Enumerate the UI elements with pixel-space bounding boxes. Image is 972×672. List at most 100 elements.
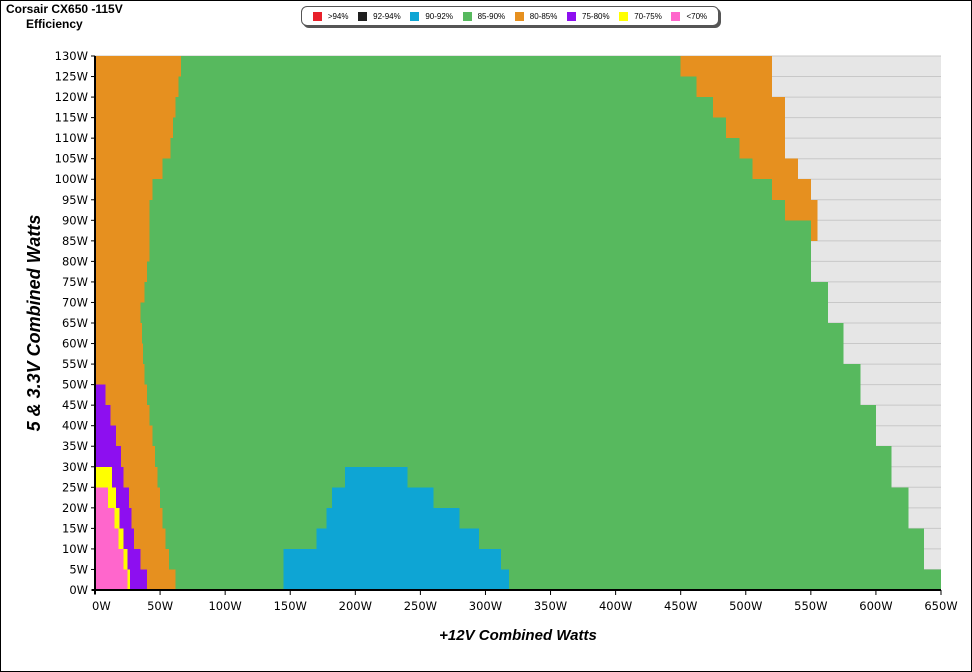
y-tick-label: 100W (55, 172, 88, 186)
title-line-2: Efficiency (26, 17, 83, 31)
y-tick-label: 35W (62, 439, 88, 453)
heatmap-cell (95, 240, 150, 262)
heatmap-cell (95, 281, 145, 303)
legend-item: 90-92% (410, 11, 453, 21)
x-tick-label: 250W (404, 599, 437, 613)
heatmap-cell (165, 528, 317, 549)
legend-label: 80-85% (529, 11, 558, 21)
x-tick-label: 400W (599, 599, 632, 613)
x-tick-label: 150W (274, 599, 307, 613)
legend-label: >94% (327, 11, 349, 21)
x-tick-label: 500W (729, 599, 762, 613)
legend-label: 85-90% (477, 11, 506, 21)
heatmap-cell (178, 76, 697, 98)
heatmap-cell (144, 281, 828, 303)
heatmap-cell (752, 158, 798, 180)
legend: >94% 92-94% 90-92% 85-90% 80-85% 75-80% … (301, 6, 719, 26)
heatmap-cell (123, 528, 135, 549)
legend-item: 92-94% (358, 11, 401, 21)
x-tick-label: 200W (339, 599, 372, 613)
heatmap-cell (95, 425, 116, 447)
x-tick-label: 300W (469, 599, 502, 613)
heatmap-cell (316, 528, 479, 549)
x-tick-label: 550W (794, 599, 827, 613)
heatmap-cell (123, 466, 158, 488)
heatmap-cell (110, 405, 150, 426)
y-tick-label: 80W (62, 254, 88, 268)
legend-item: 85-90% (462, 11, 506, 21)
heatmap-cell (459, 507, 909, 529)
heatmap-cell (95, 220, 150, 241)
heatmap-cell (149, 199, 785, 221)
heatmap-cell (147, 569, 176, 590)
heatmap-cell (119, 507, 132, 529)
heatmap-cell (115, 487, 129, 508)
heatmap-cell (95, 323, 142, 344)
heatmap-cell (95, 569, 128, 590)
heatmap-cell (508, 569, 941, 590)
x-tick-label: 50W (147, 599, 173, 613)
heatmap-cell (111, 466, 124, 488)
y-tick-label: 45W (62, 398, 88, 412)
legend-swatch (619, 11, 629, 21)
heatmap-cell (149, 240, 811, 262)
y-tick-label: 85W (62, 234, 88, 248)
heatmap-cell (152, 425, 876, 447)
legend-label: 92-94% (373, 11, 401, 21)
heatmap-cell (147, 384, 861, 406)
heatmap-cell (95, 302, 141, 323)
legend-swatch (514, 11, 524, 21)
legend-swatch (462, 11, 472, 21)
heatmap-cell (170, 138, 740, 159)
x-tick-label: 450W (664, 599, 697, 613)
y-tick-label: 0W (69, 583, 88, 597)
heatmap-cell (501, 548, 925, 570)
heatmap-cell (95, 158, 163, 180)
heatmap-cell (696, 76, 772, 98)
heatmap-cell (283, 569, 509, 590)
legend-label: 90-92% (425, 11, 453, 21)
y-tick-label: 55W (62, 357, 88, 371)
y-tick-label: 115W (55, 111, 88, 125)
heatmap-cell (180, 56, 681, 77)
heatmap-cell (140, 548, 170, 570)
heatmap-cell (95, 446, 122, 467)
y-tick-label: 130W (55, 49, 88, 63)
y-tick-label: 65W (62, 316, 88, 330)
heatmap-cell (433, 487, 909, 508)
heatmap-cell (147, 261, 811, 282)
heatmap-cell (160, 487, 332, 508)
heatmap-cell (131, 507, 163, 529)
heatmap-cell (114, 507, 120, 529)
heatmap-cell (478, 528, 925, 549)
heatmap-cell (143, 343, 844, 365)
heatmap-cell (344, 466, 408, 488)
y-tick-label: 40W (62, 419, 88, 433)
heatmap-cell (118, 528, 124, 549)
heatmap-cell (95, 138, 171, 159)
x-tick-label: 350W (534, 599, 567, 613)
heatmap-cell (95, 405, 111, 426)
heatmap-cell (407, 466, 892, 488)
y-tick-label: 25W (62, 480, 88, 494)
heatmap-cell (95, 364, 145, 385)
heatmap-cell (95, 261, 148, 282)
x-tick-label: 100W (208, 599, 241, 613)
heatmap-cell (149, 405, 876, 426)
y-tick-label: 20W (62, 501, 88, 515)
legend-swatch (410, 11, 420, 21)
heatmap-cell (95, 384, 106, 406)
y-tick-label: 105W (55, 152, 88, 166)
heatmap-cell (128, 487, 161, 508)
heatmap-cell (95, 56, 181, 77)
heatmap-cell (771, 179, 811, 200)
heatmap-cell (95, 528, 119, 549)
heatmap-cell (134, 528, 166, 549)
heatmap-cell (144, 364, 861, 385)
heatmap-cell (157, 466, 345, 488)
heatmap-cell (95, 548, 124, 570)
heatmap-cell (152, 179, 772, 200)
heatmap-cell (95, 179, 153, 200)
x-tick-label: 0W (92, 599, 111, 613)
legend-label: 75-80% (582, 11, 610, 21)
